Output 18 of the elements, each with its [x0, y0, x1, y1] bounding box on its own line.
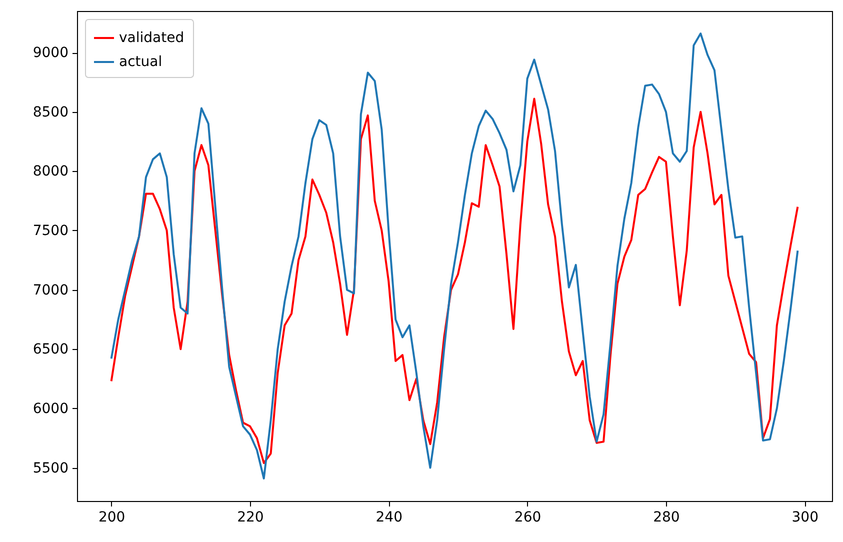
y-tick-label: 6500 [32, 342, 68, 358]
y-tick-label: 6000 [32, 400, 68, 417]
y-tick-label: 8500 [32, 104, 68, 120]
y-tick-label: 8000 [32, 164, 68, 180]
y-tick-label: 7000 [32, 282, 68, 298]
legend-label: actual [119, 54, 162, 70]
x-tick-label: 300 [792, 510, 818, 526]
x-tick-label: 240 [376, 510, 403, 526]
legend-label: validated [119, 30, 184, 46]
y-tick-label: 5500 [32, 460, 68, 476]
x-tick-label: 260 [514, 510, 542, 526]
line-series [110, 98, 799, 464]
y-tick-label: 9000 [32, 45, 68, 62]
x-tick-label: 200 [98, 510, 126, 526]
line-series [110, 32, 799, 480]
y-tick-label: 7500 [32, 222, 68, 239]
x-tick-label: 280 [653, 510, 680, 526]
x-tick-label: 220 [237, 510, 264, 526]
